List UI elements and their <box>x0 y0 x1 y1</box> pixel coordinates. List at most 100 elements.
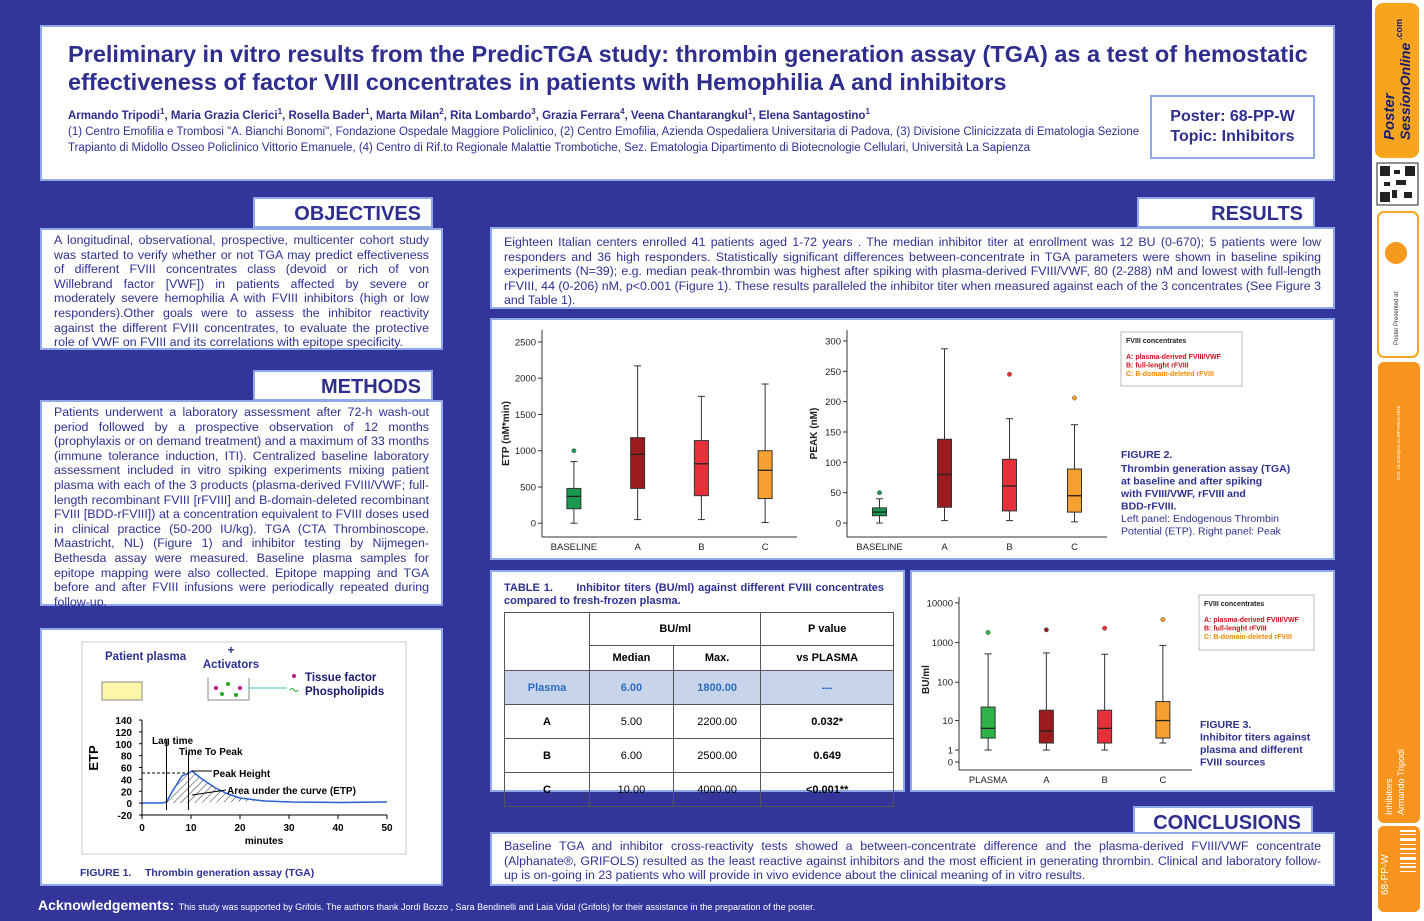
y-tick-label: 60 <box>121 764 133 775</box>
x-tick-label: 50 <box>381 823 393 834</box>
author-affiliation: 1 <box>865 107 870 116</box>
figure1-frame <box>81 641 407 855</box>
y-tick-label: 0 <box>126 799 132 810</box>
sidebar: Poster SessionOnline .com Poster Presented … <box>1372 0 1424 921</box>
box <box>566 487 582 510</box>
legend-box <box>1120 331 1243 387</box>
thrombin-curve <box>142 770 388 804</box>
sidebar-topic: Inhibitors <box>1384 778 1394 815</box>
caption: Thrombin generation assay (TGA) <box>145 867 314 879</box>
y-tick-label: 250 <box>825 367 841 378</box>
legend-item: C: B-domain-deleted rFVIII <box>1126 371 1214 378</box>
outlier <box>1102 625 1108 631</box>
table-row: A 5.00 2200.00 0.032* <box>503 704 894 739</box>
legend-item: B: full-lenght rFVIII <box>1126 363 1189 370</box>
y-tick-label: 1000 <box>932 638 953 649</box>
caption-label: FIGURE 1. <box>80 867 131 879</box>
poster-topic: Topic: Inhibitors <box>1170 128 1295 145</box>
caption: Thrombin generation assay (TGA) at baseli… <box>1120 463 1290 513</box>
qr-code <box>1376 162 1419 206</box>
sidebar-author: Armando Tripodi <box>1396 749 1406 815</box>
y-axis-label: ETP (nM*min) <box>501 401 512 466</box>
y-tick-label: 10 <box>942 716 953 727</box>
author-name: Elena Santagostino <box>758 109 866 122</box>
author: Marta Milan2 <box>376 107 450 122</box>
box <box>937 438 952 508</box>
legend-title: FVIII concentrates <box>1126 338 1186 345</box>
legend-item: A: plasma-derived FVIII/VWF <box>1204 617 1300 624</box>
y-axis-label: PEAK (nM) <box>809 408 820 460</box>
y-tick-label: 40 <box>121 775 133 786</box>
activator-box <box>207 678 250 701</box>
outlier <box>877 490 882 496</box>
legend-item: A: plasma-derived FVIII/VWF <box>1126 354 1222 361</box>
logo-text: Poster <box>1381 92 1398 140</box>
author-affiliation: 1 <box>365 107 370 116</box>
outlier <box>1043 627 1049 633</box>
x-tick-label: 10 <box>185 823 197 834</box>
y-tick-label: 100 <box>115 740 132 751</box>
table-cell: 6.00 <box>589 670 674 705</box>
x-tick-label: C <box>762 542 769 553</box>
area-under-curve <box>166 771 265 803</box>
y-tick-label: 0 <box>948 758 953 769</box>
x-tick-label: A <box>941 542 948 553</box>
author-name: Grazia Ferrara <box>542 109 621 122</box>
x-tick-label: BASELINE <box>551 542 597 553</box>
figure3: 01 10 100 1000 10000 BU/ml PLASMA A B C FVIII conc… <box>921 594 1315 786</box>
author-name: Rosella Bader <box>288 109 366 122</box>
title: Preliminary in vitro results from the Pr… <box>68 41 1308 95</box>
presented-label: Poster Presented at: <box>1394 290 1400 345</box>
x-tick-label: C <box>1071 542 1078 553</box>
objectives-text: A longitudinal, observational, prospecti… <box>40 228 443 350</box>
table-subheader: Max. <box>672 645 762 671</box>
table-cell: 1800.00 <box>672 670 762 705</box>
doi: DOI: 10.3252/pso.eu.WFH2016.2016 <box>1396 405 1401 480</box>
tissue-factor-icon <box>292 674 296 678</box>
y-tick-label: 1 <box>948 746 953 757</box>
caption-label: FIGURE 2. <box>1121 449 1172 461</box>
conclusions-heading: CONCLUSIONS <box>1133 806 1313 837</box>
table-header-row: BU/ml P value <box>503 612 894 671</box>
table-row: Plasma 6.00 1800.00 --- <box>503 670 894 705</box>
plasma-tube <box>101 681 143 701</box>
y-tick-label: 2000 <box>515 374 536 385</box>
x-tick-label: BASELINE <box>856 542 902 553</box>
table-cell: --- <box>760 670 894 705</box>
annotation: Time To Peak <box>179 747 243 758</box>
congress-logo <box>1385 242 1407 264</box>
y-tick-label: 500 <box>520 482 536 493</box>
activator-dot <box>220 692 224 696</box>
barcode <box>1400 830 1416 872</box>
box <box>1097 709 1113 744</box>
activator-dot <box>214 686 218 690</box>
activator-dot <box>238 686 242 690</box>
annotation: Peak Height <box>213 769 271 780</box>
conclusions-text: Baseline TGA and inhibitor cross-reactiv… <box>490 832 1335 886</box>
table-cell: 4000.00 <box>672 772 762 807</box>
label: Patient plasma <box>105 651 187 663</box>
legend-title: FVIII concentrates <box>1204 601 1264 608</box>
author: Elena Santagostino1 <box>758 107 870 122</box>
y-tick-label: 100 <box>937 678 953 689</box>
table-panel: TABLE 1. Inhibitor titers (BU/ml) agains… <box>490 570 905 807</box>
poster-code: Poster: 68-PP-W <box>1170 108 1295 125</box>
author-affiliation: 4 <box>620 107 625 116</box>
y-axis-label: ETP <box>86 745 101 771</box>
results-text: Eighteen Italian centers enrolled 41 pat… <box>490 227 1335 309</box>
phospholipid-icon <box>289 688 299 692</box>
caption: Inhibitor titers against plasma and diffe… <box>1200 732 1311 769</box>
figure1-panel: 140 120 100 80 60 40 20 0 -20 0 10 20 30 40 50 ETP minut… <box>40 628 443 886</box>
table-title: TABLE 1. Inhibitor titers (BU/ml) agains… <box>504 582 884 608</box>
table-cell: A <box>503 704 591 739</box>
table-cell: 0.649 <box>760 738 894 773</box>
x-tick-label: 40 <box>332 823 344 834</box>
author-affiliation: 1 <box>747 107 753 116</box>
figure2-panel: 0 500 1000 1500 2000 2500 ETP (nM*min) BASELINE… <box>490 318 1335 560</box>
logo-text: .com <box>1394 19 1404 40</box>
box <box>1002 458 1017 512</box>
table-cell: 5.00 <box>589 704 674 739</box>
table-subheader: vs PLASMA <box>760 645 894 671</box>
outlier <box>1072 395 1077 401</box>
table-row: C 10.00 4000.00 <0.001** <box>503 772 894 807</box>
